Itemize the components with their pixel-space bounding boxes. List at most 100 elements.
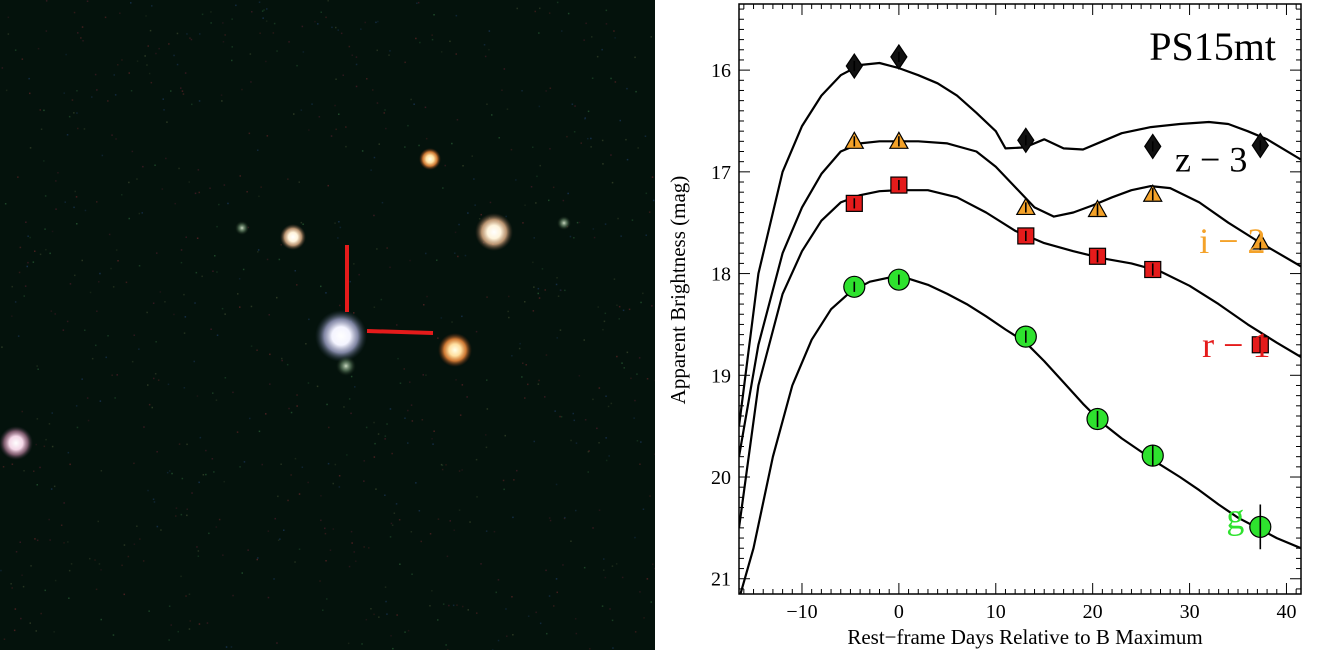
noise-speck bbox=[621, 576, 624, 579]
data-point-circle bbox=[1249, 504, 1272, 550]
noise-speck bbox=[154, 373, 157, 375]
star bbox=[0, 426, 33, 460]
noise-speck bbox=[20, 617, 22, 620]
x-tick-label: 40 bbox=[1276, 601, 1296, 623]
noise-speck bbox=[488, 48, 490, 51]
noise-speck bbox=[127, 555, 130, 558]
noise-speck bbox=[361, 150, 364, 152]
noise-speck bbox=[55, 180, 57, 182]
noise-speck bbox=[338, 486, 341, 488]
star bbox=[235, 221, 249, 235]
noise-speck bbox=[455, 53, 457, 55]
noise-speck bbox=[53, 485, 56, 488]
noise-speck bbox=[44, 589, 46, 592]
noise-speck bbox=[419, 41, 421, 44]
noise-speck bbox=[338, 113, 340, 115]
data-point-triangle bbox=[844, 131, 865, 149]
noise-speck bbox=[495, 591, 497, 594]
noise-speck bbox=[335, 128, 337, 131]
data-point-triangle bbox=[1142, 184, 1163, 202]
noise-speck bbox=[205, 449, 207, 452]
noise-speck bbox=[89, 557, 91, 560]
data-point-circle bbox=[1014, 325, 1037, 348]
noise-speck bbox=[63, 92, 65, 94]
noise-speck bbox=[363, 480, 365, 482]
noise-speck bbox=[10, 583, 12, 585]
noise-speck bbox=[225, 646, 228, 648]
noise-speck bbox=[459, 414, 462, 416]
noise-speck bbox=[376, 102, 379, 104]
noise-speck bbox=[385, 600, 387, 603]
noise-speck bbox=[29, 92, 31, 95]
noise-speck bbox=[425, 137, 428, 140]
noise-speck bbox=[184, 72, 187, 74]
noise-speck bbox=[549, 148, 551, 150]
noise-speck bbox=[327, 462, 330, 465]
noise-speck bbox=[574, 105, 576, 107]
noise-speck bbox=[621, 362, 623, 364]
noise-speck bbox=[262, 17, 264, 19]
noise-speck bbox=[524, 301, 526, 303]
noise-speck bbox=[527, 383, 529, 386]
noise-speck bbox=[591, 77, 594, 79]
noise-speck bbox=[389, 266, 391, 269]
noise-speck bbox=[100, 470, 103, 472]
noise-speck bbox=[634, 536, 636, 539]
noise-speck bbox=[73, 206, 75, 209]
noise-speck bbox=[319, 580, 321, 582]
noise-speck bbox=[210, 11, 212, 13]
noise-speck bbox=[273, 22, 276, 25]
noise-speck bbox=[117, 64, 119, 66]
noise-speck bbox=[186, 508, 188, 510]
noise-speck bbox=[449, 520, 451, 522]
noise-speck bbox=[183, 332, 186, 334]
noise-speck bbox=[75, 196, 78, 198]
data-point-square bbox=[1144, 260, 1162, 279]
noise-speck bbox=[339, 226, 342, 229]
noise-speck bbox=[130, 2, 132, 4]
noise-speck bbox=[563, 517, 566, 520]
data-point-diamond bbox=[1017, 127, 1035, 154]
y-tick-label: 21 bbox=[711, 569, 731, 591]
noise-speck bbox=[157, 379, 160, 381]
noise-speck bbox=[224, 377, 227, 379]
noise-speck bbox=[155, 341, 157, 343]
noise-speck bbox=[610, 154, 612, 156]
noise-speck bbox=[617, 217, 619, 220]
noise-speck bbox=[383, 112, 385, 114]
star bbox=[438, 333, 472, 367]
noise-speck bbox=[590, 137, 592, 140]
noise-speck bbox=[94, 73, 97, 76]
noise-speck bbox=[522, 222, 524, 224]
noise-speck bbox=[110, 267, 112, 270]
noise-speck bbox=[350, 412, 352, 415]
noise-speck bbox=[65, 53, 67, 56]
noise-speck bbox=[384, 494, 386, 496]
noise-speck bbox=[154, 164, 156, 166]
noise-speck bbox=[355, 63, 358, 66]
noise-speck bbox=[524, 397, 526, 399]
noise-speck bbox=[96, 310, 98, 312]
noise-speck bbox=[613, 278, 616, 280]
noise-speck bbox=[377, 20, 379, 23]
noise-speck bbox=[373, 421, 375, 424]
noise-speck bbox=[257, 557, 259, 559]
noise-speck bbox=[39, 109, 41, 111]
noise-speck bbox=[636, 440, 639, 442]
noise-speck bbox=[502, 479, 505, 482]
noise-speck bbox=[375, 488, 377, 490]
noise-speck bbox=[188, 181, 190, 183]
noise-speck bbox=[476, 612, 478, 614]
noise-speck bbox=[545, 354, 548, 356]
noise-speck bbox=[232, 594, 234, 597]
noise-speck bbox=[639, 463, 641, 465]
noise-speck bbox=[643, 617, 645, 619]
noise-speck bbox=[14, 608, 17, 610]
noise-speck bbox=[280, 463, 282, 465]
noise-speck bbox=[426, 295, 428, 298]
noise-speck bbox=[559, 415, 561, 418]
noise-speck bbox=[37, 368, 39, 370]
noise-speck bbox=[28, 77, 30, 80]
noise-speck bbox=[512, 634, 514, 636]
noise-speck bbox=[227, 202, 229, 205]
